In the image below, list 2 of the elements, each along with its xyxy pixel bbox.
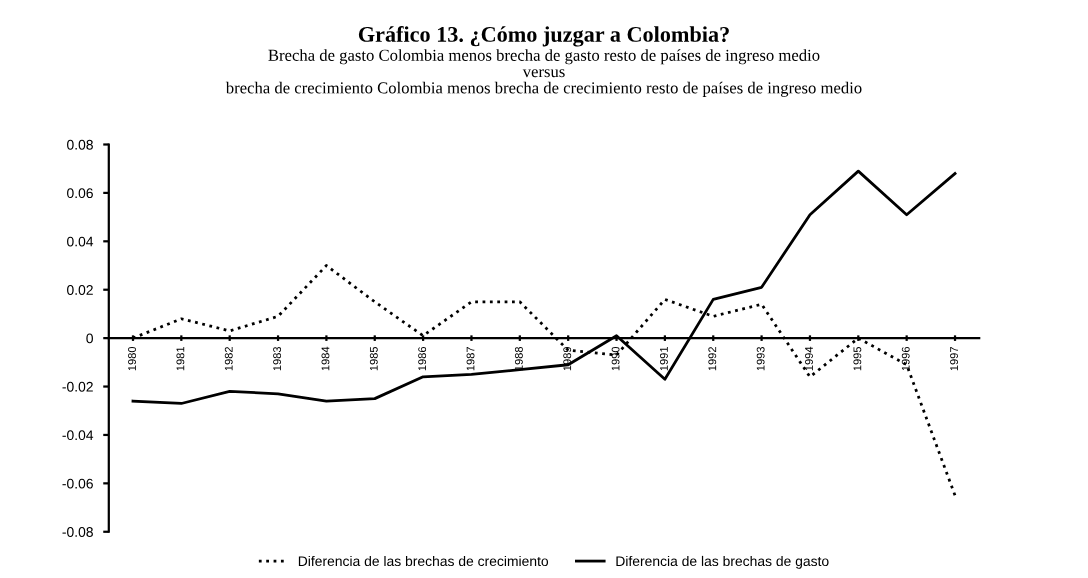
chart-title: Gráfico 13. ¿Cómo juzgar a Colombia?: [358, 26, 729, 47]
chart-subtitle: Brecha de gasto Colombia menos brecha de gasto resto de países de ingreso medio versus brecha de crecimiento Colombia menos brecha de crecimiento resto de países de ingreso medio: [225, 49, 862, 97]
